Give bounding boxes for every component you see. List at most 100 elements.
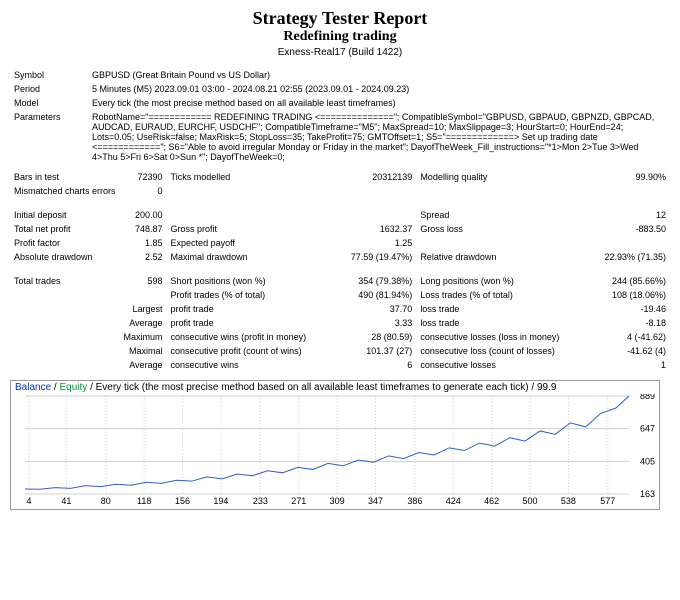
average2-label: Average [120, 358, 167, 372]
mdd-value: 77.59 (19.47%) [326, 250, 416, 264]
chart-svg: 163 405 647 889 4 41 80 118 156 194 233 271 309 347 38… [11, 394, 659, 506]
apt-value: 3.33 [326, 316, 416, 330]
gp-label: Gross profit [167, 222, 327, 236]
gl-label: Gross loss [416, 222, 580, 236]
mismatch-value: 0 [120, 184, 167, 198]
initdep-label: Initial deposit [10, 208, 120, 222]
svg-text:347: 347 [368, 496, 383, 506]
apt-label: profit trade [167, 316, 327, 330]
gl-value: -883.50 [580, 222, 670, 236]
page-title: Strategy Tester Report [10, 8, 670, 29]
symbol-value: GBPUSD (Great Britain Pound vs US Dollar… [88, 68, 670, 82]
parameters-value: RobotName="============ REDEFINING TRADI… [88, 110, 670, 164]
mcl-label: consecutive losses (loss in money) [416, 330, 580, 344]
svg-text:156: 156 [175, 496, 190, 506]
spread-value: 12 [580, 208, 670, 222]
lpt-label: profit trade [167, 302, 327, 316]
svg-text:194: 194 [213, 496, 228, 506]
svg-text:462: 462 [484, 496, 499, 506]
mq-value: 99.90% [580, 170, 670, 184]
add-value: 2.52 [120, 250, 167, 264]
svg-text:647: 647 [640, 424, 655, 434]
svg-text:163: 163 [640, 489, 655, 499]
mcl-value: 4 (-41.62) [580, 330, 670, 344]
model-value: Every tick (the most precise method base… [88, 96, 670, 110]
params-table: Symbol GBPUSD (Great Britain Pound vs US… [10, 68, 670, 164]
llt-value: -19.46 [580, 302, 670, 316]
pf-value: 1.85 [120, 236, 167, 250]
tt-label: Total trades [10, 274, 120, 288]
maxl-label: consecutive loss (count of losses) [416, 344, 580, 358]
svg-text:424: 424 [446, 496, 461, 506]
period-value: 5 Minutes (M5) 2023.09.01 03:00 - 2024.0… [88, 82, 670, 96]
mismatch-label: Mismatched charts errors [10, 184, 120, 198]
svg-text:4: 4 [27, 496, 32, 506]
period-label: Period [10, 82, 88, 96]
svg-text:405: 405 [640, 456, 655, 466]
acl-label: consecutive losses [416, 358, 580, 372]
maxp-label: consecutive profit (count of wins) [167, 344, 327, 358]
bars-value: 72390 [120, 170, 167, 184]
maxl-value: -41.62 (4) [580, 344, 670, 358]
rdd-label: Relative drawdown [416, 250, 580, 264]
maximum-label: Maximum [120, 330, 167, 344]
lp-value: 244 (85.66%) [580, 274, 670, 288]
page-subtitle: Redefining trading [10, 29, 670, 45]
mcw-value: 28 (80.59) [326, 330, 416, 344]
ticks-label: Ticks modelled [167, 170, 327, 184]
alt-value: -8.18 [580, 316, 670, 330]
largest-label: Largest [120, 302, 167, 316]
chart-header: Balance / Equity / Every tick (the most … [11, 381, 659, 394]
bars-label: Bars in test [10, 170, 120, 184]
ep-label: Expected payoff [167, 236, 327, 250]
gp-value: 1632.37 [326, 222, 416, 236]
rdd-value: 22.93% (71.35) [580, 250, 670, 264]
sp-label: Short positions (won %) [167, 274, 327, 288]
equity-chart: Balance / Equity / Every tick (the most … [10, 380, 660, 510]
lt-label: Loss trades (% of total) [416, 288, 580, 302]
ep-value: 1.25 [326, 236, 416, 250]
svg-text:233: 233 [253, 496, 268, 506]
svg-text:538: 538 [561, 496, 576, 506]
parameters-label: Parameters [10, 110, 88, 164]
svg-text:500: 500 [523, 496, 538, 506]
sp-value: 354 (79.38%) [326, 274, 416, 288]
maxp-value: 101.37 (27) [326, 344, 416, 358]
llt-label: loss trade [416, 302, 580, 316]
pf-label: Profit factor [10, 236, 120, 250]
svg-text:309: 309 [330, 496, 345, 506]
mcw-label: consecutive wins (profit in money) [167, 330, 327, 344]
pt-value: 490 (81.94%) [326, 288, 416, 302]
symbol-label: Symbol [10, 68, 88, 82]
add-label: Absolute drawdown [10, 250, 120, 264]
acw-label: consecutive wins [167, 358, 327, 372]
mq-label: Modelling quality [416, 170, 580, 184]
alt-label: loss trade [416, 316, 580, 330]
svg-text:889: 889 [640, 394, 655, 401]
svg-text:41: 41 [61, 496, 71, 506]
tt-value: 598 [120, 274, 167, 288]
build-line: Exness-Real17 (Build 1422) [10, 47, 670, 58]
acw-value: 6 [326, 358, 416, 372]
balance-word: Balance [15, 382, 51, 393]
maximal-label: Maximal [120, 344, 167, 358]
svg-text:577: 577 [600, 496, 615, 506]
lt-value: 108 (18.06%) [580, 288, 670, 302]
stats-table: Bars in test 72390 Ticks modelled 203121… [10, 170, 670, 372]
svg-text:80: 80 [101, 496, 111, 506]
mdd-label: Maximal drawdown [167, 250, 327, 264]
spread-label: Spread [416, 208, 580, 222]
svg-text:118: 118 [137, 496, 151, 506]
chart-header-rest: / Every tick (the most precise method ba… [90, 382, 556, 393]
ticks-value: 20312139 [326, 170, 416, 184]
equity-word: Equity [59, 382, 87, 393]
svg-text:271: 271 [291, 496, 306, 506]
initdep-value: 200.00 [120, 208, 167, 222]
average-label: Average [120, 316, 167, 330]
lpt-value: 37.70 [326, 302, 416, 316]
acl-value: 1 [580, 358, 670, 372]
pt-label: Profit trades (% of total) [167, 288, 327, 302]
model-label: Model [10, 96, 88, 110]
tnp-label: Total net profit [10, 222, 120, 236]
svg-text:386: 386 [407, 496, 422, 506]
